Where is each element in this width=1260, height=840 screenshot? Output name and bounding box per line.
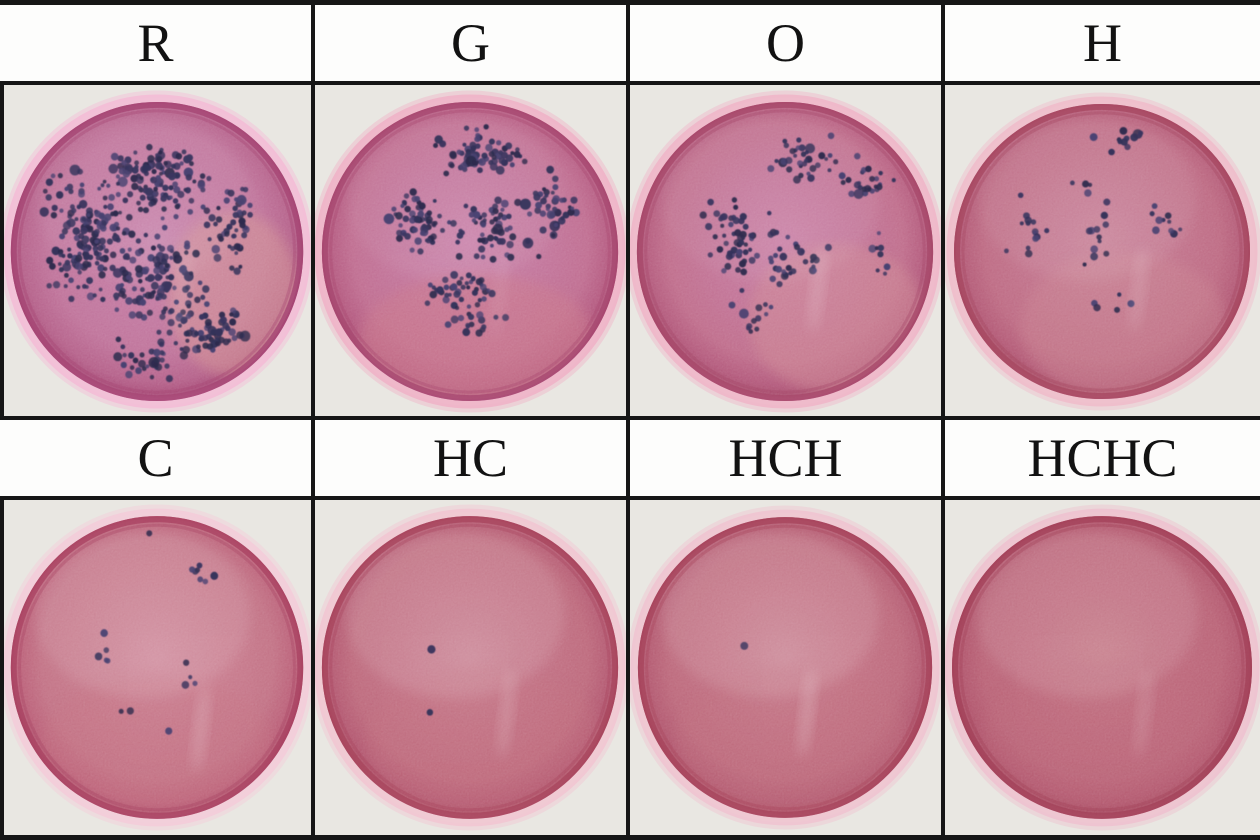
panel-label-HC: HC bbox=[315, 420, 630, 500]
panel-label-G: G bbox=[315, 5, 630, 85]
petri-dish-photo bbox=[315, 504, 626, 831]
panel-label-text: O bbox=[766, 13, 805, 73]
panel-label-HCH: HCH bbox=[630, 420, 945, 500]
petri-dish-panel-C bbox=[0, 500, 315, 835]
panel-label-text: HC bbox=[432, 428, 508, 488]
panel-label-text: C bbox=[137, 428, 174, 488]
panel-label-HCHC: HCHC bbox=[945, 420, 1260, 500]
panel-label-O: O bbox=[630, 5, 945, 85]
petri-dish-panel-G bbox=[315, 85, 630, 420]
panel-label-text: G bbox=[451, 13, 490, 73]
petri-dish-panel-HC bbox=[315, 500, 630, 835]
panel-label-R: R bbox=[0, 5, 315, 85]
petri-dish-panel-H bbox=[945, 85, 1260, 420]
panel-label-C: C bbox=[0, 420, 315, 500]
petri-dish-photo bbox=[945, 92, 1260, 411]
panel-label-H: H bbox=[945, 5, 1260, 85]
panel-label-text: HCH bbox=[728, 428, 843, 488]
petri-dish-photo bbox=[4, 504, 311, 831]
petri-dish-panel-O bbox=[630, 85, 945, 420]
panel-label-text: HCHC bbox=[1027, 428, 1178, 488]
petri-dish-photo bbox=[630, 505, 941, 830]
petri-dish-panel-R bbox=[0, 85, 315, 420]
petri-dish-panel-HCH bbox=[630, 500, 945, 835]
petri-dish-photo bbox=[315, 90, 626, 413]
petri-dish-photo bbox=[630, 90, 941, 413]
panel-label-text: H bbox=[1083, 13, 1122, 73]
petri-dish-panel-HCHC bbox=[945, 500, 1260, 835]
petri-dish-photo bbox=[4, 90, 311, 413]
panel-label-text: R bbox=[137, 13, 174, 73]
petri-dish-photo bbox=[945, 504, 1260, 831]
